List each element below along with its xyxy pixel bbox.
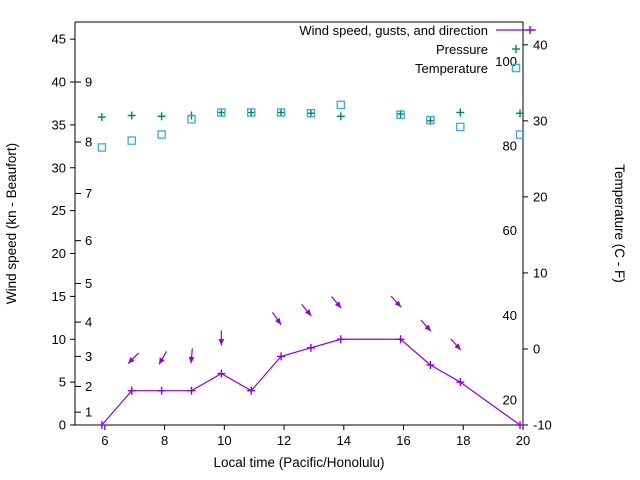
pressure-point [97,113,106,122]
x-axis-tick-label: 6 [101,433,108,448]
y2-axis-tick-label: 30 [533,113,547,128]
wind-direction-arrow [390,295,402,308]
x-axis-tick-label: 18 [456,433,470,448]
y-axis-tick-label: 45 [52,32,66,47]
y-axis-tick-label: 15 [52,289,66,304]
y-axis-tick-label: 25 [52,203,66,218]
temperature-point [306,108,316,118]
y2-axis-tick-label: 40 [533,37,547,52]
y2-axis-tick-label: 0 [533,341,540,356]
y-axis-tick-label: 0 [59,418,66,433]
wind-speed-point [426,360,435,369]
beaufort-tick-label: 7 [85,186,92,201]
wind-speed-point [336,335,345,344]
plot-border [74,21,524,426]
x-axis-tick-label: 12 [277,433,291,448]
y2-axis-tick-label: -10 [533,418,552,433]
legend-sample-marker-0 [526,26,534,34]
x-axis-tick-label: 20 [516,433,530,448]
beaufort-tick-label: 3 [85,349,92,364]
wind-speed-point [247,386,256,395]
y2-axis-title: Temperature (C - F) [612,164,627,283]
pressure-point [456,108,465,117]
y-axis-tick-label: 20 [52,246,66,261]
pressure-point [277,108,286,117]
temperature-point [276,108,286,117]
x-axis-title: Local time (Pacific/Honolulu) [213,455,384,470]
x-axis-tick-label: 16 [396,433,410,448]
y-axis-title: Wind speed (kn - Beaufort) [4,143,19,304]
wind-speed-point [456,378,465,387]
wind-direction-arrow [158,351,168,365]
wind-direction-arrow [188,348,195,364]
wind-direction-arrow [450,338,462,351]
temperature-point [127,136,136,145]
y-axis-tick-label: 40 [52,75,66,90]
legend-label-1: Pressure [436,42,488,57]
fahrenheit-tick-label: 20 [503,392,517,407]
beaufort-tick-label: 1 [85,405,92,420]
temperature-point [157,130,166,139]
x-axis-tick-label: 10 [217,433,231,448]
pressure-point [516,109,525,118]
beaufort-tick-label: 6 [85,233,92,248]
wind-direction-arrow [218,330,225,346]
legend-label-2: Temperature [415,61,488,76]
wind-speed-point [217,369,226,378]
temperature-point [217,108,226,117]
beaufort-tick-label: 4 [85,315,92,330]
y-axis-tick-label: 10 [52,332,66,347]
temperature-point [396,110,405,120]
fahrenheit-tick-label: 40 [503,308,517,323]
beaufort-tick-label: 2 [85,379,92,394]
temperature-point [187,115,196,124]
fahrenheit-tick-label: 100 [495,54,517,69]
legend-sample-marker-2 [511,63,521,73]
temperature-point [336,100,346,110]
y2-axis-tick-label: 20 [533,189,547,204]
wind-direction-arrow [301,303,312,317]
fahrenheit-tick-label: 60 [503,223,517,238]
temperature-point [97,143,107,152]
pressure-point [336,112,345,121]
fahrenheit-tick-label: 80 [503,138,517,153]
wind-speed-point [516,421,525,429]
y-axis-tick-label: 5 [59,375,66,390]
wind-speed-point [306,343,315,352]
wind-speed-point [157,386,166,395]
temperature-point [515,130,525,139]
temperature-point [246,108,256,117]
wind-direction-arrow [272,312,282,326]
beaufort-tick-label: 8 [85,135,92,150]
beaufort-tick-label: 9 [85,75,92,90]
wind-speed-point [396,335,405,344]
wind-direction-arrow [331,296,342,309]
pressure-point [306,109,315,118]
temperature-point [426,115,435,125]
pressure-point [127,111,136,120]
legend-sample-marker-1 [512,45,520,53]
y2-axis-tick-label: 10 [533,265,547,280]
legend-label-0: Wind speed, gusts, and direction [299,23,488,38]
wind-speed-point [97,421,106,429]
wind-speed-point [187,386,196,395]
temperature-point [456,122,465,132]
y-axis-tick-label: 35 [52,117,66,132]
pressure-point [247,108,256,117]
wind-speed-point [127,386,136,395]
x-axis-tick-label: 8 [161,433,168,448]
wind-direction-arrow [127,352,140,364]
y-axis-tick-label: 30 [52,160,66,175]
x-axis-tick-label: 14 [337,433,351,448]
beaufort-tick-label: 5 [85,276,92,291]
pressure-point [157,112,166,121]
pressure-point [217,108,226,117]
wind-direction-arrow [420,319,432,332]
wind-speed-point [277,352,286,361]
